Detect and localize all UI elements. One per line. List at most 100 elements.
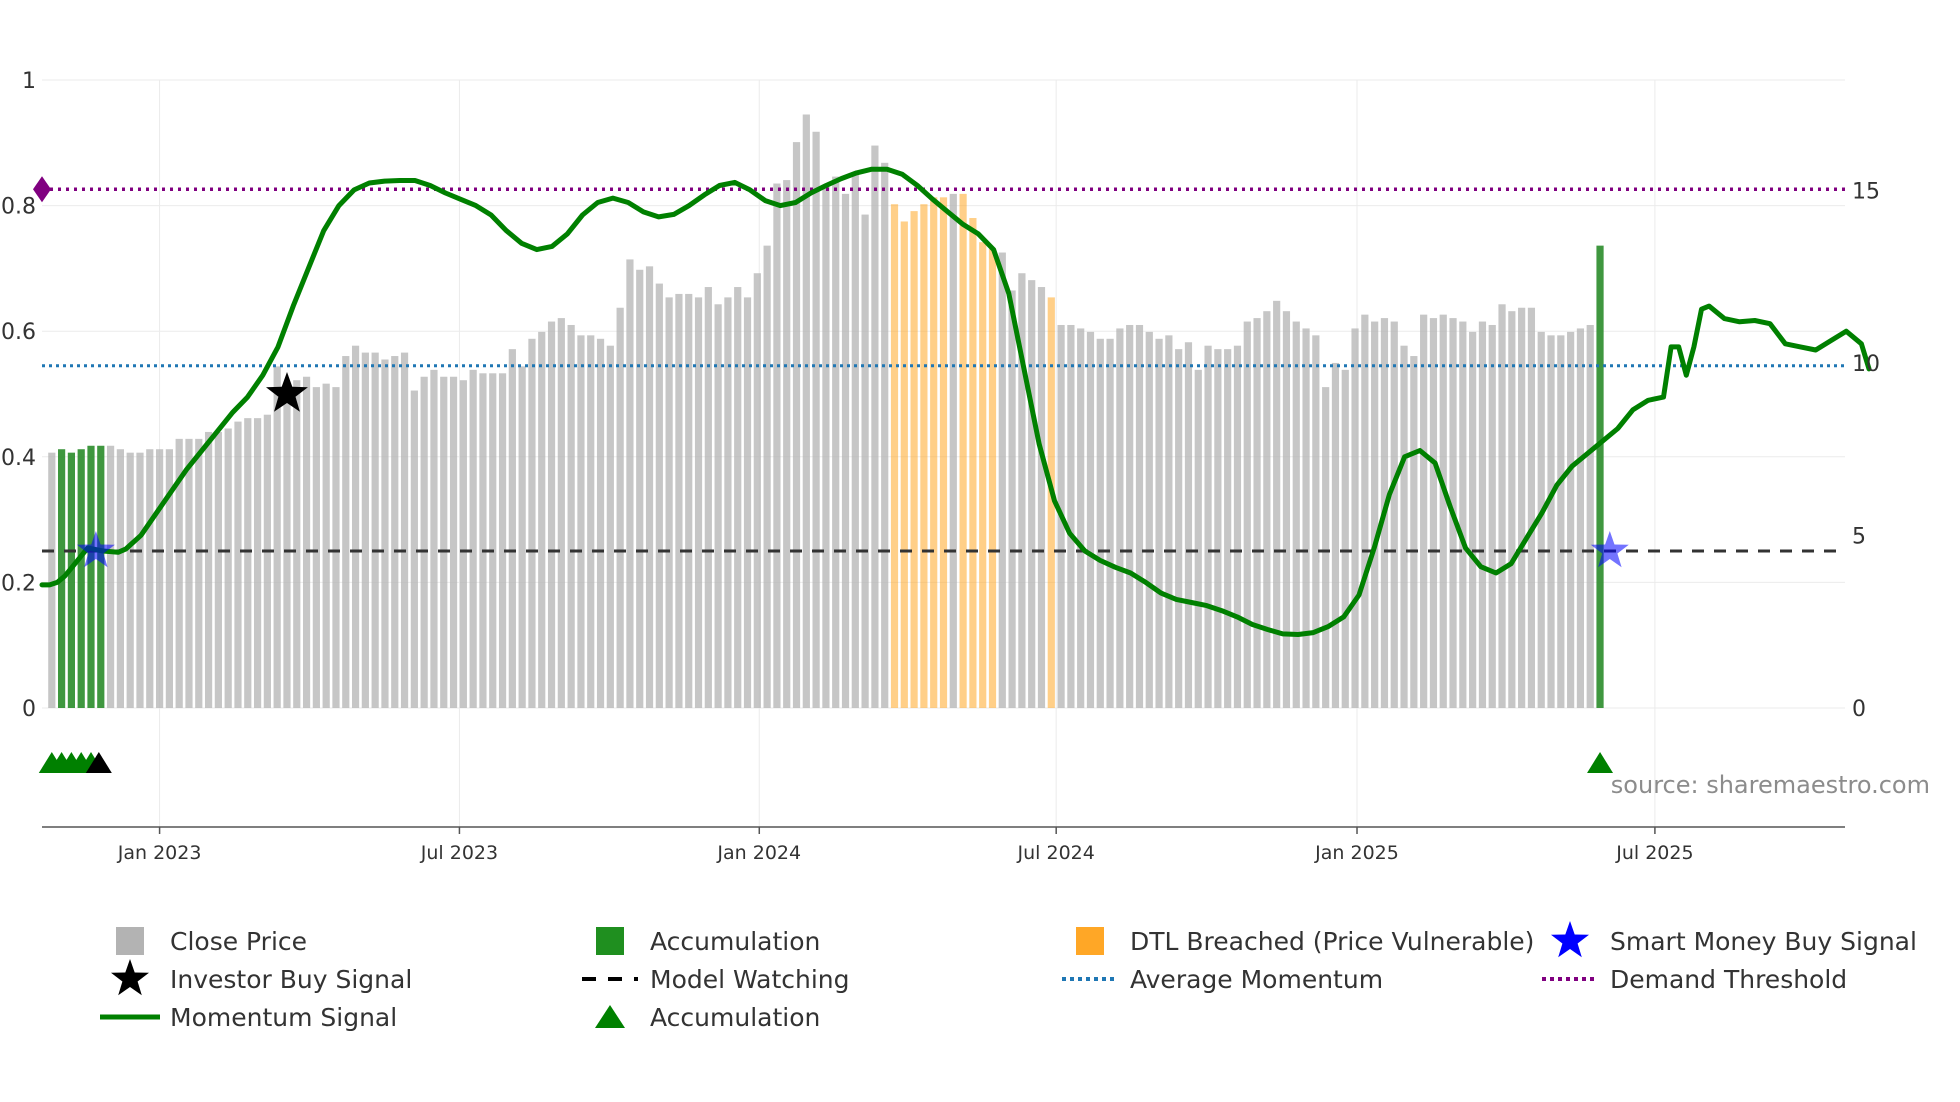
close-price-bar	[734, 287, 742, 708]
close-price-bar	[1204, 345, 1212, 708]
close-price-bar	[1478, 321, 1487, 708]
close-price-bar	[1233, 345, 1242, 708]
accumulation-bar	[77, 449, 85, 708]
close-price-bar	[724, 297, 732, 708]
close-price-bar	[430, 369, 438, 708]
legend-swatch-square	[1076, 927, 1104, 955]
x-axis-tick-label: Jul 2023	[420, 842, 498, 864]
close-price-bar	[1018, 273, 1026, 708]
close-price-bar	[802, 114, 810, 708]
close-price-bar	[1518, 307, 1526, 708]
close-price-bars	[48, 114, 1604, 709]
close-price-bar	[420, 376, 428, 708]
close-price-bar	[822, 186, 830, 709]
x-axis-tick-label: Jan 2025	[1314, 842, 1399, 864]
legend-label: Close Price	[170, 927, 307, 956]
close-price-bar	[1086, 331, 1095, 708]
close-price-bar	[881, 162, 889, 708]
close-price-bar	[528, 338, 536, 708]
close-price-bar	[557, 318, 565, 708]
close-price-bar	[1547, 335, 1555, 708]
legend-swatch-triangle	[595, 1005, 625, 1028]
close-price-bar	[165, 449, 173, 708]
close-price-bar	[547, 321, 556, 708]
close-price-bar	[459, 380, 467, 708]
close-price-bar	[626, 259, 634, 708]
legend-swatch-star	[1551, 921, 1589, 958]
close-price-bar	[126, 452, 134, 708]
legend-item: Momentum Signal	[100, 1003, 397, 1032]
close-price-bar	[1390, 321, 1398, 708]
dtl-breached-bar	[910, 211, 918, 708]
close-price-bar	[1243, 321, 1251, 708]
close-price-bar	[479, 373, 487, 708]
close-price-bar	[489, 373, 497, 708]
close-price-bar	[1194, 369, 1202, 708]
close-price-bar	[596, 338, 605, 708]
close-price-bar	[508, 349, 516, 708]
legend-swatch-star	[111, 959, 149, 996]
close-price-bar	[665, 297, 673, 708]
close-price-bar	[1008, 290, 1016, 708]
close-price-bar	[577, 335, 585, 708]
close-price-bar	[391, 356, 399, 708]
close-price-bar	[1037, 287, 1046, 708]
close-price-bar	[1576, 328, 1585, 708]
legend-label: Investor Buy Signal	[170, 965, 412, 994]
close-price-bar	[381, 359, 389, 708]
close-price-bar	[773, 183, 781, 708]
close-price-bar	[1586, 324, 1594, 708]
close-price-bar	[1116, 328, 1124, 708]
left-axis-tick-label: 0	[22, 697, 36, 722]
close-price-bar	[136, 452, 144, 708]
legend-item: Accumulation	[596, 927, 820, 956]
close-price-bar	[253, 418, 262, 708]
close-price-bar	[645, 266, 654, 708]
close-price-bar	[792, 142, 801, 709]
smart-money-buy-signal-star	[1590, 531, 1629, 568]
close-price-bar	[763, 245, 771, 708]
close-price-bar	[1302, 328, 1310, 708]
accumulation-triangle-marker	[1587, 752, 1614, 773]
close-price-bar	[146, 449, 154, 708]
close-price-bar	[812, 131, 820, 708]
close-price-bar	[371, 352, 379, 708]
momentum-signal-line	[39, 166, 1872, 637]
source-label: source: sharemaestro.com	[1611, 771, 1930, 799]
x-axis-tick-label: Jan 2024	[716, 842, 801, 864]
close-price-bar	[655, 283, 663, 708]
close-price-bar	[714, 304, 722, 708]
close-price-bar	[185, 438, 193, 708]
left-axis-tick-label: 0.4	[1, 446, 36, 471]
close-price-bar	[1498, 304, 1506, 708]
close-price-bar	[1459, 321, 1467, 708]
close-price-bar	[518, 366, 526, 708]
investor-buy-signal-star	[266, 372, 308, 412]
close-price-bar	[1145, 331, 1153, 708]
close-price-bar	[1067, 324, 1075, 708]
legend-item: Smart Money Buy Signal	[1551, 921, 1917, 958]
close-price-bar	[949, 193, 957, 708]
close-price-bar	[351, 345, 360, 708]
close-price-bar	[273, 366, 281, 708]
close-price-bar	[685, 293, 693, 708]
right-axis-tick-label: 10	[1852, 352, 1880, 377]
close-price-bar	[1400, 345, 1408, 708]
close-price-bar	[1273, 300, 1281, 708]
close-price-bar	[1508, 311, 1516, 708]
right-axis-tick-label: 15	[1852, 179, 1880, 204]
close-price-bar	[204, 431, 213, 708]
close-price-bar	[498, 373, 507, 708]
close-price-bar	[1292, 321, 1300, 708]
close-price-bar	[214, 431, 222, 708]
close-price-bar	[567, 324, 575, 708]
close-price-bar	[743, 297, 752, 708]
dtl-breached-bar	[959, 193, 967, 708]
accumulation-triangle-marker	[85, 752, 112, 773]
close-price-bar	[342, 356, 350, 708]
close-price-bar	[1567, 331, 1575, 708]
close-price-bar	[263, 414, 271, 708]
close-price-bar	[1361, 314, 1369, 708]
close-price-bar	[871, 145, 879, 708]
